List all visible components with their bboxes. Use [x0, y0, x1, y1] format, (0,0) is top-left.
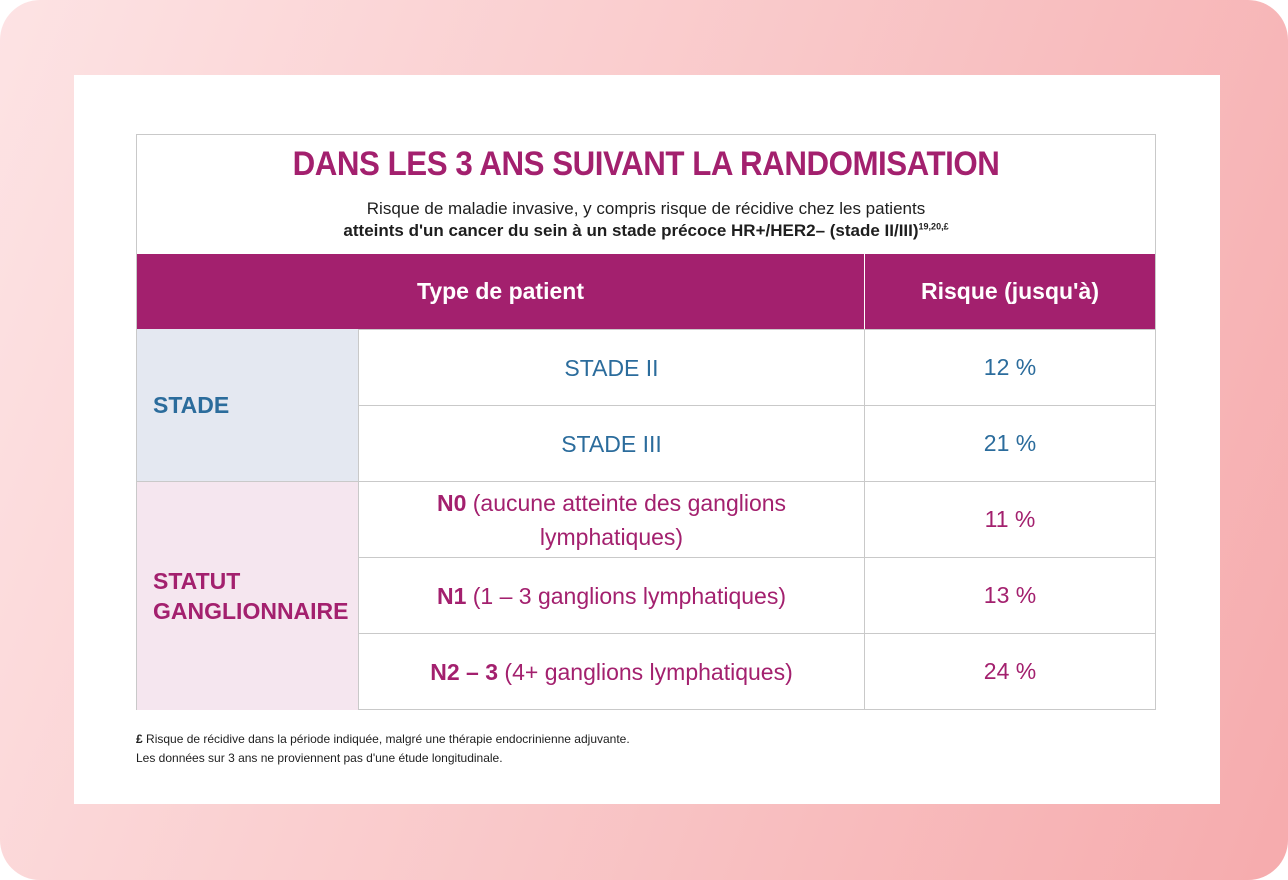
table-subtitle-line1: Risque de maladie invasive, y compris ri…	[366, 199, 926, 218]
row-desc: STADE II	[564, 354, 659, 381]
table-row-n0: N0 (aucune atteinte des ganglions lympha…	[359, 481, 1155, 557]
footnote-line2: Les données sur 3 ans ne proviennent pas…	[136, 751, 503, 765]
group-statut-line1: STATUT	[153, 568, 241, 594]
group-statut-ganglionnaire: STATUT GANGLIONNAIRE	[137, 481, 359, 710]
row-code: N0	[436, 489, 467, 516]
row-desc: (1 – 3 ganglions lymphatiques)	[466, 582, 787, 609]
row-code: N2 – 3	[430, 658, 499, 685]
table-row-n2-3: N2 – 3 (4+ ganglions lymphatiques) 24 %	[359, 633, 1155, 709]
row-risk-cell: 24 %	[983, 658, 1037, 684]
row-risk-cell: 21 %	[983, 430, 1037, 456]
footnote-symbol: £	[136, 732, 143, 746]
table-row-n1: N1 (1 – 3 ganglions lymphatiques) 13 %	[359, 557, 1155, 633]
table-row-stade-iii: STADE III 21 %	[359, 405, 1155, 481]
row-desc: STADE III	[561, 430, 662, 457]
footnote-line1-text: Risque de récidive dans la période indiq…	[142, 732, 630, 746]
group-stade: STADE	[137, 329, 359, 481]
row-risk-cell: 13 %	[983, 582, 1037, 608]
footnote-line1: £ Risque de récidive dans la période ind…	[136, 732, 630, 746]
table-row-stade-ii: STADE II 12 %	[359, 329, 1155, 405]
row-type-cell: STADE II	[359, 330, 865, 405]
row-desc: (4+ ganglions lymphatiques)	[498, 658, 793, 685]
row-desc: (aucune atteinte des ganglions lymphatiq…	[466, 489, 787, 550]
risk-table: DANS LES 3 ANS SUIVANT LA RANDOMISATION …	[136, 134, 1156, 710]
subtitle-references: 19,20,£	[918, 221, 949, 232]
group-statut-line2: GANGLIONNAIRE	[153, 598, 349, 624]
row-type-cell: N1 (1 – 3 ganglions lymphatiques)	[359, 558, 865, 633]
row-risk-cell: 12 %	[983, 354, 1037, 380]
row-type-cell: STADE III	[359, 406, 865, 481]
table-title: DANS LES 3 ANS SUIVANT LA RANDOMISATION	[292, 145, 1000, 183]
table-header-row: Type de patient Risque (jusqu'à)	[137, 254, 1155, 329]
row-type-cell: N2 – 3 (4+ ganglions lymphatiques)	[359, 634, 865, 709]
subtitle-line2-text: atteints d'un cancer du sein à un stade …	[343, 221, 919, 240]
row-risk-cell: 11 %	[984, 506, 1036, 532]
row-code: N1	[436, 582, 467, 609]
info-card: DANS LES 3 ANS SUIVANT LA RANDOMISATION …	[74, 75, 1220, 804]
row-type-cell: N0 (aucune atteinte des ganglions lympha…	[359, 482, 865, 557]
table-subtitle-line2: atteints d'un cancer du sein à un stade …	[137, 221, 1155, 241]
header-patient-type: Type de patient	[137, 254, 865, 329]
header-risk: Risque (jusqu'à)	[921, 278, 1099, 304]
